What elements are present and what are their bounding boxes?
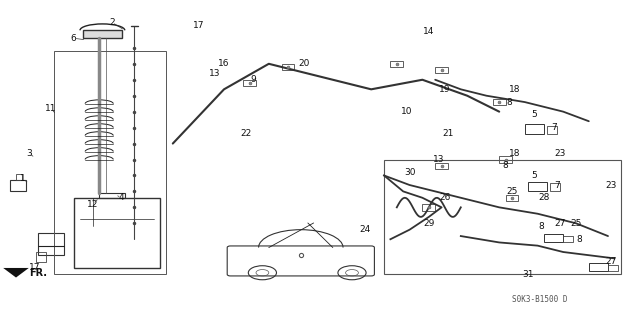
Text: 8: 8	[506, 98, 511, 107]
Text: 13: 13	[209, 69, 220, 78]
Text: 12: 12	[87, 200, 99, 209]
Text: 8: 8	[577, 235, 582, 244]
Text: 26: 26	[439, 193, 451, 202]
Polygon shape	[3, 268, 29, 278]
Text: 31: 31	[522, 270, 534, 279]
Bar	[422, 204, 435, 211]
Text: 23: 23	[605, 181, 617, 189]
Text: 8: 8	[503, 161, 508, 170]
Bar	[16, 174, 22, 180]
Text: FR.: FR.	[29, 268, 47, 278]
Text: 28: 28	[538, 193, 550, 202]
Text: 10: 10	[401, 107, 412, 116]
Text: 5: 5	[532, 110, 537, 119]
Text: 29: 29	[423, 219, 435, 228]
Text: 20: 20	[298, 59, 310, 68]
Bar	[506, 195, 518, 201]
Text: 24: 24	[359, 225, 371, 234]
Text: 2: 2	[109, 18, 115, 27]
Text: 4: 4	[119, 193, 124, 202]
Bar	[390, 61, 403, 67]
Text: S0K3-B1500 D: S0K3-B1500 D	[512, 295, 568, 304]
Bar	[10, 180, 26, 191]
Bar	[563, 236, 573, 242]
Text: 8: 8	[538, 222, 543, 231]
Bar	[547, 126, 557, 134]
Text: 17: 17	[29, 263, 41, 272]
Text: 3: 3	[26, 149, 31, 158]
Bar	[499, 156, 512, 163]
Text: 22: 22	[241, 130, 252, 138]
Text: 1: 1	[20, 174, 25, 183]
Text: 19: 19	[439, 85, 451, 94]
Bar	[99, 193, 125, 198]
Text: 5: 5	[532, 171, 537, 180]
Bar	[528, 182, 547, 191]
Bar	[589, 263, 608, 271]
Text: 13: 13	[433, 155, 444, 164]
Text: 21: 21	[442, 130, 454, 138]
Bar	[435, 163, 448, 169]
Bar	[38, 233, 64, 255]
Text: 30: 30	[404, 168, 415, 177]
Text: 9: 9	[250, 75, 255, 84]
Text: 18: 18	[509, 149, 521, 158]
Bar	[493, 99, 506, 105]
Text: 11: 11	[45, 104, 57, 113]
Text: 18: 18	[509, 85, 521, 94]
Bar	[74, 198, 160, 268]
Bar	[384, 160, 621, 274]
Text: 27: 27	[605, 257, 617, 266]
Text: 25: 25	[570, 219, 582, 228]
Text: 17: 17	[193, 21, 204, 30]
Bar	[544, 234, 563, 242]
Bar	[282, 64, 294, 70]
Bar	[83, 30, 122, 38]
Text: 14: 14	[423, 27, 435, 36]
Bar	[435, 67, 448, 73]
Text: 16: 16	[218, 59, 230, 68]
Bar	[54, 51, 166, 274]
Text: 6: 6	[71, 34, 76, 43]
Text: 7: 7	[551, 123, 556, 132]
Text: 7: 7	[554, 181, 559, 189]
Text: 25: 25	[506, 187, 518, 196]
Text: 23: 23	[554, 149, 566, 158]
Bar	[243, 80, 256, 86]
Bar	[550, 183, 560, 191]
Text: 27: 27	[554, 219, 566, 228]
Bar	[36, 252, 46, 262]
Bar	[525, 124, 544, 134]
Bar	[608, 265, 618, 271]
